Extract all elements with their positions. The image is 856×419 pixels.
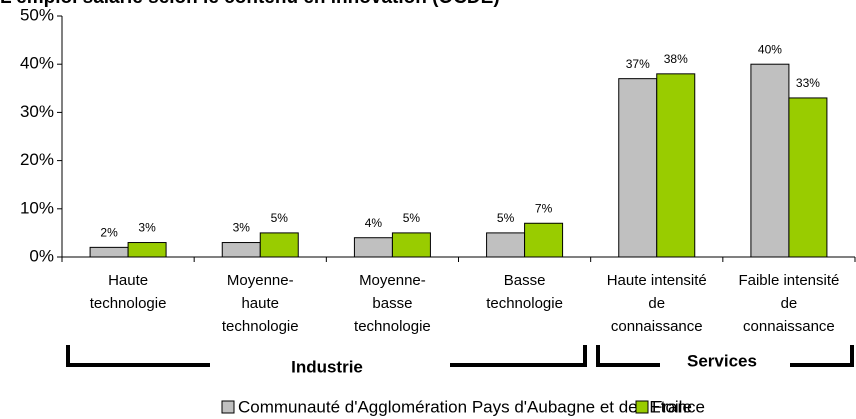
bar (221, 242, 261, 258)
group-label: Services (687, 351, 757, 370)
bar (524, 222, 564, 258)
x-tick-label: technologie (486, 295, 563, 312)
legend-label: Communauté d'Agglomération Pays d'Aubagn… (238, 397, 692, 416)
value-label: 38% (664, 52, 688, 66)
value-label: 4% (365, 216, 383, 230)
bar (259, 232, 299, 258)
group-label: Industrie (291, 357, 363, 376)
x-tick-label: Haute intensité (607, 272, 707, 289)
bar (353, 237, 393, 258)
bar (127, 242, 167, 258)
y-tick-label: 50% (20, 5, 54, 24)
legend-label: France (652, 397, 705, 416)
x-tick-label: connaissance (611, 318, 703, 335)
x-tick-label: de (781, 295, 798, 312)
x-tick-label: connaissance (743, 318, 835, 335)
bar (788, 97, 828, 258)
y-tick-label: 10% (20, 198, 54, 217)
y-tick-label: 20% (20, 150, 54, 169)
x-tick-label: de (648, 295, 665, 312)
value-label: 5% (403, 211, 421, 225)
group-brackets (66, 345, 854, 367)
y-tick-label: 40% (20, 54, 54, 73)
value-label: 7% (535, 201, 553, 215)
x-tick-label: technologie (354, 318, 431, 335)
value-label: 3% (138, 221, 156, 235)
bar (750, 63, 790, 258)
value-label: 37% (626, 57, 650, 71)
chart-title: L'emploi salarié selon le contenu en inn… (0, 0, 500, 8)
bar (486, 232, 526, 258)
x-tick-label: Haute (108, 272, 148, 289)
bar (391, 232, 431, 258)
value-label: 33% (796, 76, 820, 90)
x-tick-label: technologie (90, 295, 167, 312)
value-label: 5% (271, 211, 289, 225)
x-tick-label: Faible intensité (738, 272, 839, 289)
value-label: 40% (758, 42, 782, 56)
value-label: 2% (100, 226, 118, 240)
x-tick-label: Moyenne- (227, 272, 294, 289)
bracket (450, 345, 587, 367)
x-tick-label: basse (372, 295, 412, 312)
x-tick-label: Moyenne- (359, 272, 426, 289)
value-label: 5% (497, 211, 515, 225)
legend-swatch (221, 400, 235, 414)
bar (656, 73, 696, 258)
x-tick-label: haute (241, 295, 279, 312)
y-tick-label: 30% (20, 102, 54, 121)
x-tick-label: technologie (222, 318, 299, 335)
bracket (596, 345, 660, 367)
legend-swatch (635, 400, 649, 414)
y-tick-label: 0% (29, 246, 54, 265)
bracket (790, 345, 854, 367)
x-tick-label: Basse (504, 272, 546, 289)
bar (89, 246, 129, 258)
bracket (66, 345, 210, 367)
value-label: 3% (233, 221, 251, 235)
bar (618, 78, 658, 258)
